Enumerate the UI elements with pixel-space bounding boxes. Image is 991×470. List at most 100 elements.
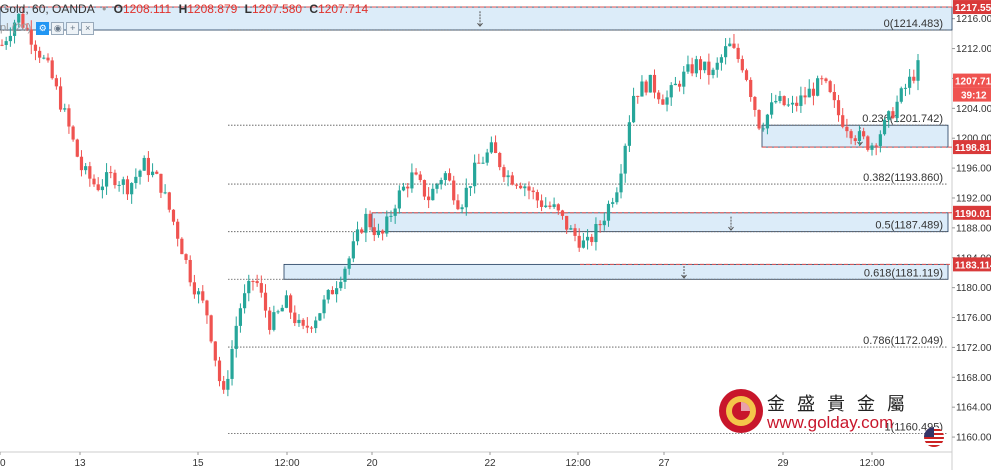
low-key: L — [244, 2, 252, 16]
candle-body — [506, 175, 510, 178]
candle-body — [393, 208, 397, 216]
candle-body — [167, 192, 171, 210]
candle-body — [84, 166, 88, 171]
y-tick-label: 1200.000 — [956, 134, 991, 145]
candle-body — [63, 108, 67, 110]
y-tick-label: 1180.000 — [956, 283, 991, 294]
price-axis-bg — [952, 0, 991, 470]
candle-body — [414, 172, 418, 175]
candle-body — [598, 223, 602, 226]
x-tick-label: 22 — [484, 458, 496, 469]
candle-body — [79, 156, 84, 171]
candle-body — [719, 57, 724, 63]
candle-body — [381, 230, 385, 234]
candle-body — [339, 281, 343, 289]
candle-body — [895, 101, 899, 119]
settings-dot-icon[interactable]: • — [102, 2, 107, 16]
candle-body — [255, 281, 259, 284]
candle-body — [627, 122, 631, 146]
fib-level-label: 0.786(1172.049) — [863, 335, 943, 347]
candle-body — [502, 167, 506, 178]
candle-body — [247, 280, 251, 294]
candle-body — [268, 310, 272, 330]
candle-body — [481, 162, 485, 164]
y-tick-label: 1168.000 — [956, 373, 991, 384]
us-flag-icon[interactable] — [924, 427, 944, 447]
arrow-head — [681, 274, 687, 279]
candle-body — [113, 172, 117, 186]
candle-body — [870, 145, 874, 150]
candle-body — [46, 57, 50, 61]
candle-body — [803, 95, 807, 98]
candle-body — [853, 138, 857, 142]
candle-body — [652, 74, 657, 93]
y-tick-label: 1164.000 — [956, 403, 991, 414]
candle-body — [770, 102, 774, 115]
indicator-visibility-icon[interactable]: ◉ — [51, 22, 65, 35]
candle-body — [531, 190, 535, 193]
x-tick-label: 12:00 — [274, 458, 299, 469]
candle-body — [184, 254, 188, 260]
sr-zone — [283, 263, 949, 280]
sr-zone — [371, 212, 949, 233]
candle-body — [878, 134, 882, 146]
candle-body — [326, 290, 330, 300]
candle-body — [849, 131, 853, 139]
candle-body — [121, 179, 125, 185]
candle-body — [439, 179, 443, 185]
candle-body — [669, 85, 673, 98]
candle-body — [163, 192, 167, 194]
candle-body — [50, 60, 54, 79]
indicator-close-icon[interactable]: × — [81, 22, 95, 35]
candle-body — [431, 188, 435, 201]
candle-body — [146, 157, 150, 176]
candle-body — [259, 283, 263, 293]
candle-body — [418, 174, 422, 181]
candle-body — [623, 145, 627, 174]
candle-body — [832, 91, 836, 101]
candle-body — [807, 88, 811, 98]
candle-body — [117, 184, 121, 186]
y-tick-label: 1196.000 — [956, 164, 991, 175]
candle-body — [435, 184, 439, 189]
candle-body — [372, 227, 376, 236]
candle-body — [665, 97, 669, 105]
candle-body — [297, 319, 301, 324]
candle-body — [92, 178, 96, 185]
candle-body — [857, 131, 862, 142]
candle-body — [682, 71, 686, 87]
candle-body — [489, 142, 493, 153]
candle-body — [539, 200, 544, 207]
candle-body — [125, 179, 130, 195]
candle-body — [899, 88, 903, 102]
y-tick-label: 1172.000 — [956, 343, 991, 354]
high-value: 1208.879 — [187, 2, 238, 16]
low-value: 1207.580 — [252, 2, 303, 16]
watermark-chinese: 金盛貴金屬 — [767, 394, 917, 415]
candle-body — [473, 162, 477, 187]
indicator-settings-icon[interactable]: ⚙ — [36, 22, 50, 35]
candle-body — [782, 96, 786, 106]
candle-body — [58, 86, 63, 110]
x-tick-label: 15 — [192, 458, 204, 469]
indicator-more-icon[interactable]: + — [66, 22, 80, 35]
candle-body — [611, 202, 615, 204]
y-tick-label: 1160.000 — [956, 433, 991, 444]
candle-body — [594, 223, 598, 243]
candle-body — [188, 259, 192, 283]
candle-body — [790, 102, 795, 105]
candle-body — [891, 111, 895, 119]
candle-body — [8, 35, 12, 42]
close-key: C — [309, 2, 319, 16]
candle-body — [715, 62, 719, 70]
candle-body — [903, 87, 908, 89]
candle-body — [527, 186, 531, 191]
candle-body — [318, 313, 322, 321]
x-tick-label: 12:00 — [565, 458, 590, 469]
candle-body — [723, 46, 728, 58]
candle-body — [523, 186, 527, 189]
candle-body — [88, 166, 92, 179]
candle-body — [657, 92, 661, 100]
